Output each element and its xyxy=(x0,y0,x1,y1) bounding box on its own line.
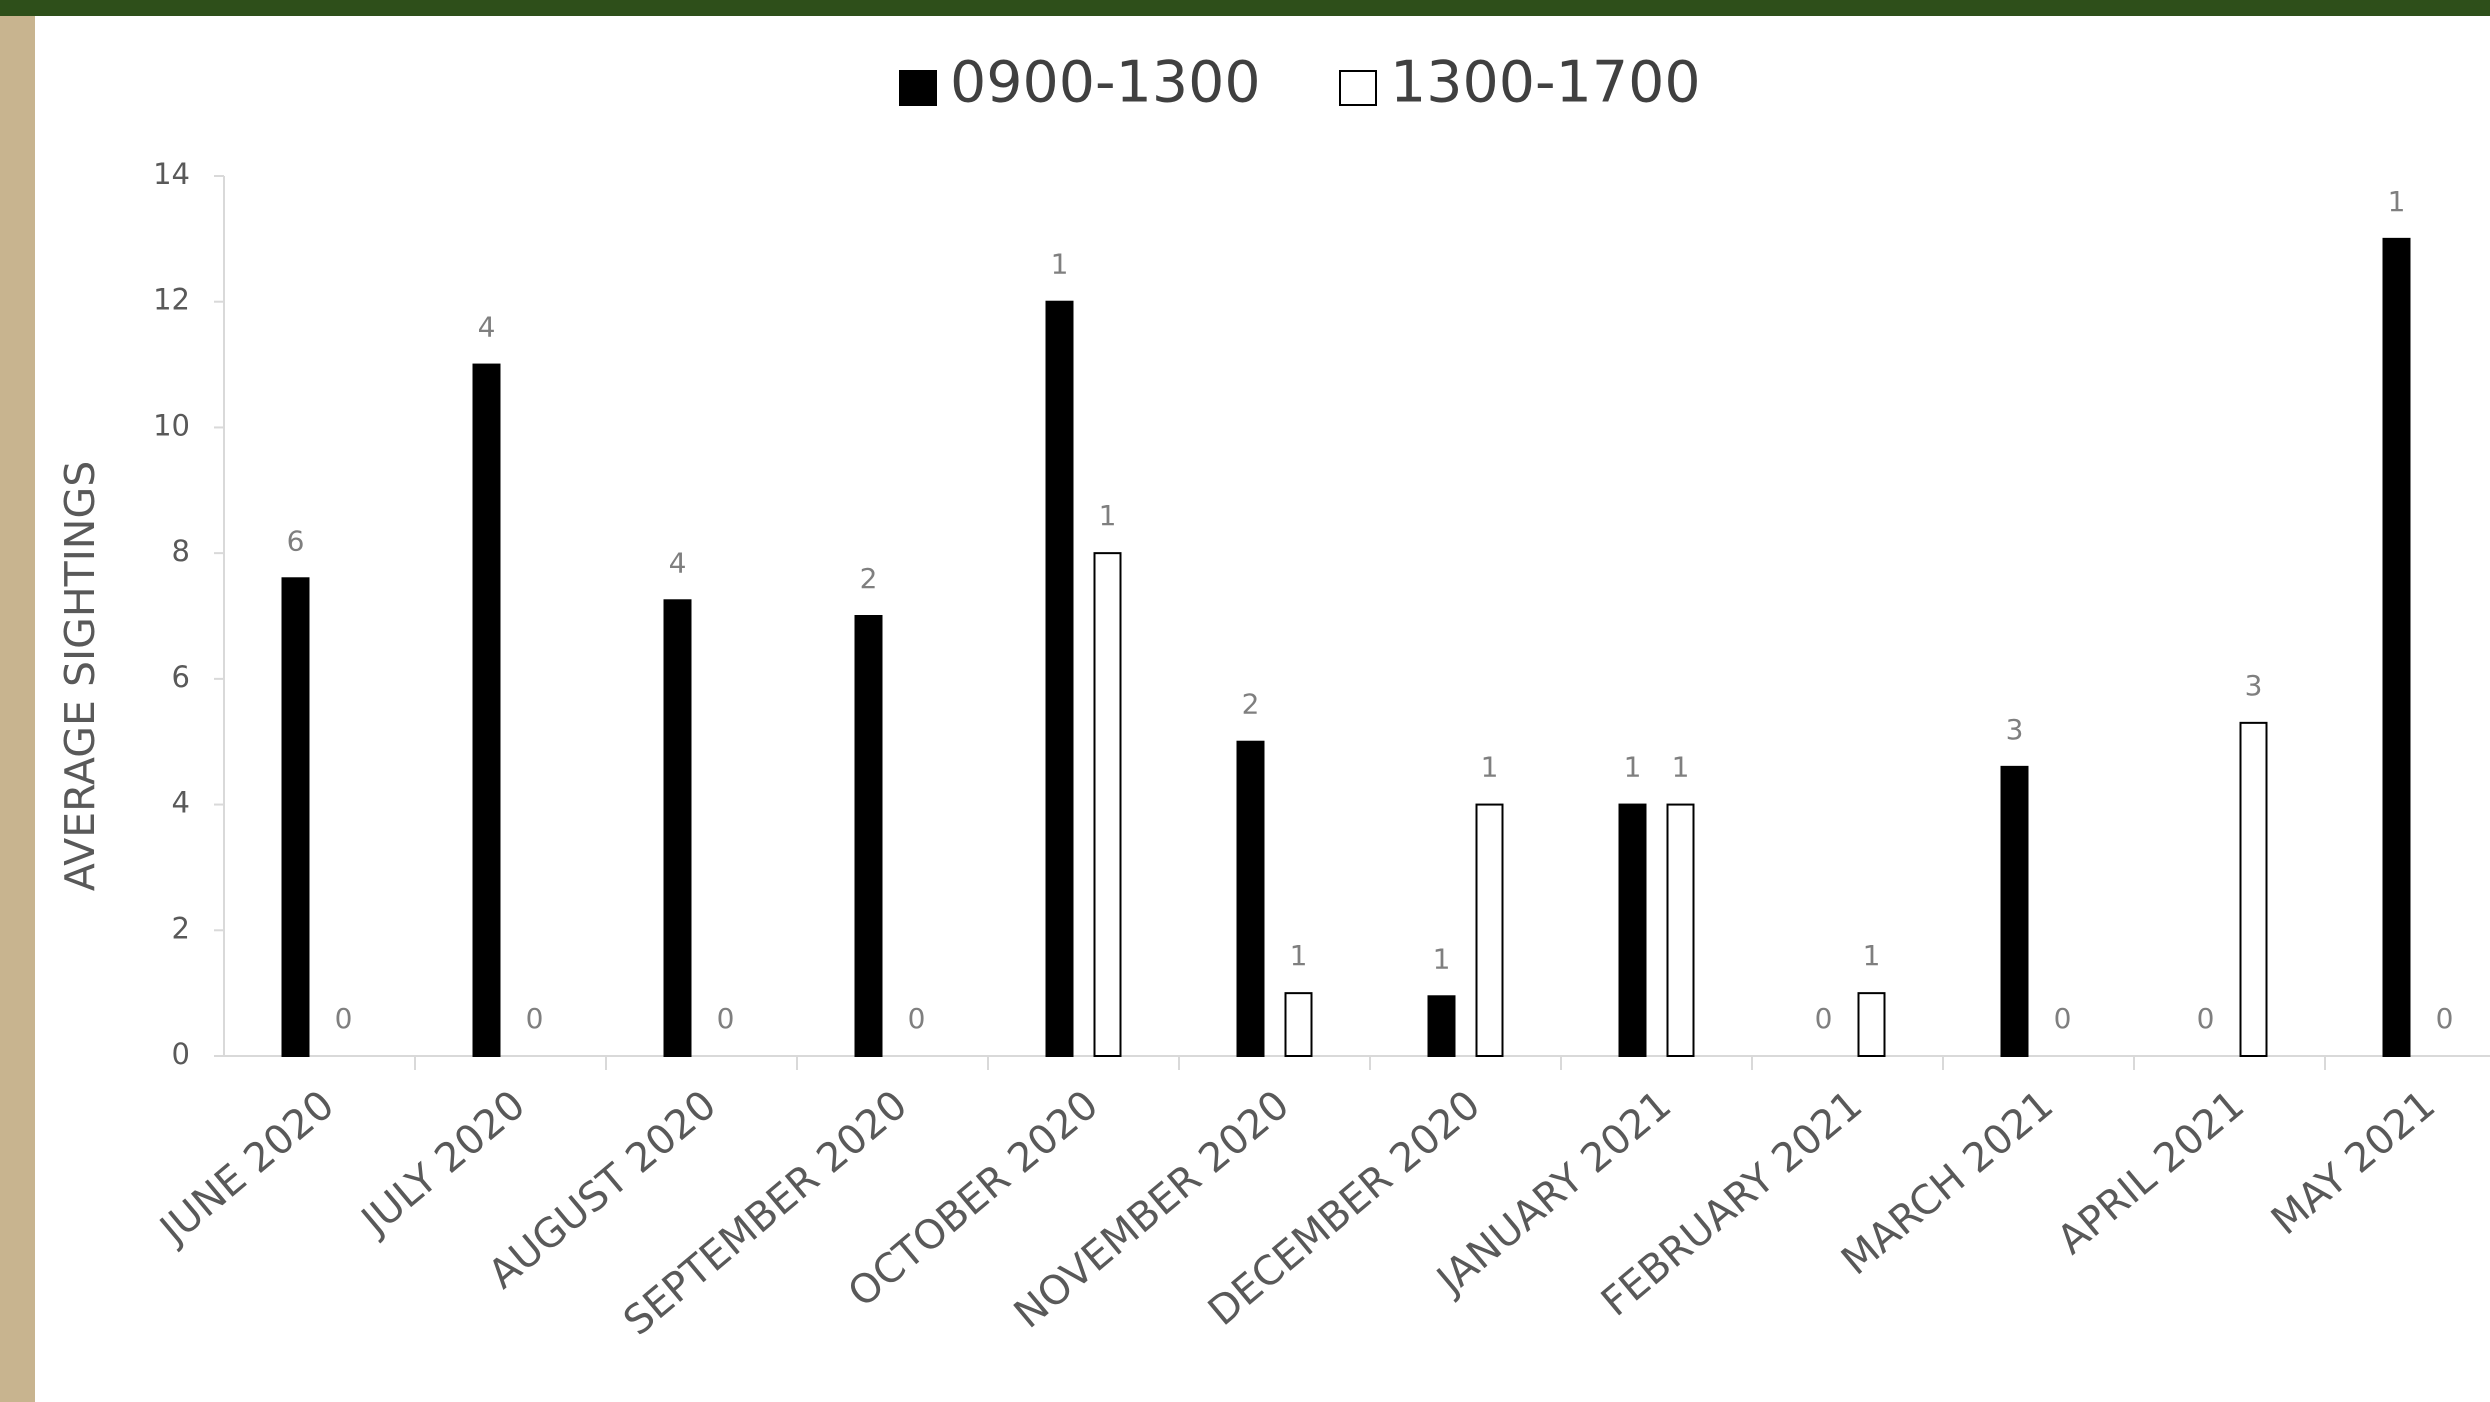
bar xyxy=(2239,721,2268,1057)
bar xyxy=(1236,740,1265,1057)
bar xyxy=(1093,552,1122,1058)
bar xyxy=(1427,995,1456,1057)
data-label: 0 xyxy=(526,1002,544,1035)
y-axis-label: AVERAGE SIGHTINGS xyxy=(56,461,104,892)
bar xyxy=(1666,803,1695,1057)
y-tick-label: 6 xyxy=(172,660,190,694)
data-label: 1 xyxy=(1624,751,1642,784)
bar xyxy=(1857,992,1886,1058)
data-label: 1 xyxy=(2388,185,2406,218)
data-label: 3 xyxy=(2245,669,2263,702)
data-label: 0 xyxy=(335,1002,353,1035)
data-label: 1 xyxy=(1290,939,1308,972)
bar xyxy=(472,363,501,1058)
data-label: 1 xyxy=(1051,248,1069,281)
x-tick-label: JUNE 2020 xyxy=(150,1082,343,1255)
data-label: 1 xyxy=(1099,499,1117,532)
data-label: 4 xyxy=(669,546,687,579)
data-label: 3 xyxy=(2006,713,2024,746)
data-label: 4 xyxy=(478,311,496,344)
y-tick-label: 2 xyxy=(172,911,190,945)
top-bar xyxy=(0,0,2490,16)
y-tick-label: 8 xyxy=(172,534,190,568)
data-label: 0 xyxy=(2054,1002,2072,1035)
data-label: 1 xyxy=(1863,939,1881,972)
y-tick-label: 0 xyxy=(172,1037,190,1071)
bar xyxy=(2000,765,2029,1057)
legend-label: 1300-1700 xyxy=(1390,50,1701,116)
data-label: 0 xyxy=(1815,1002,1833,1035)
x-tick-label: JULY 2020 xyxy=(351,1082,534,1246)
data-label: 2 xyxy=(860,562,878,595)
bar xyxy=(1618,803,1647,1057)
data-label: 0 xyxy=(2197,1002,2215,1035)
data-label: 1 xyxy=(1433,942,1451,975)
bar xyxy=(1045,300,1074,1057)
bar xyxy=(2382,237,2411,1058)
data-label: 1 xyxy=(1672,751,1690,784)
data-label: 2 xyxy=(1242,688,1260,721)
legend-swatch xyxy=(899,70,937,106)
legend-swatch xyxy=(1339,70,1377,106)
y-tick-label: 14 xyxy=(153,157,190,191)
data-label: 0 xyxy=(2436,1002,2454,1035)
x-tick-label: MARCH 2021 xyxy=(1833,1082,2062,1284)
bar xyxy=(854,615,883,1057)
bar xyxy=(1284,992,1313,1058)
x-tick-label: MAY 2021 xyxy=(2263,1082,2444,1244)
side-strip xyxy=(0,16,35,1402)
bar xyxy=(663,599,692,1057)
data-label: 0 xyxy=(908,1002,926,1035)
data-label: 6 xyxy=(287,524,305,557)
data-label: 1 xyxy=(1481,751,1499,784)
y-tick-label: 10 xyxy=(153,408,190,442)
legend-label: 0900-1300 xyxy=(950,50,1261,116)
y-tick-label: 4 xyxy=(172,786,190,820)
y-tick-label: 12 xyxy=(153,283,190,317)
bar xyxy=(1475,803,1504,1057)
bar xyxy=(281,577,310,1057)
x-tick-label: APRIL 2021 xyxy=(2049,1082,2253,1264)
data-label: 0 xyxy=(717,1002,735,1035)
